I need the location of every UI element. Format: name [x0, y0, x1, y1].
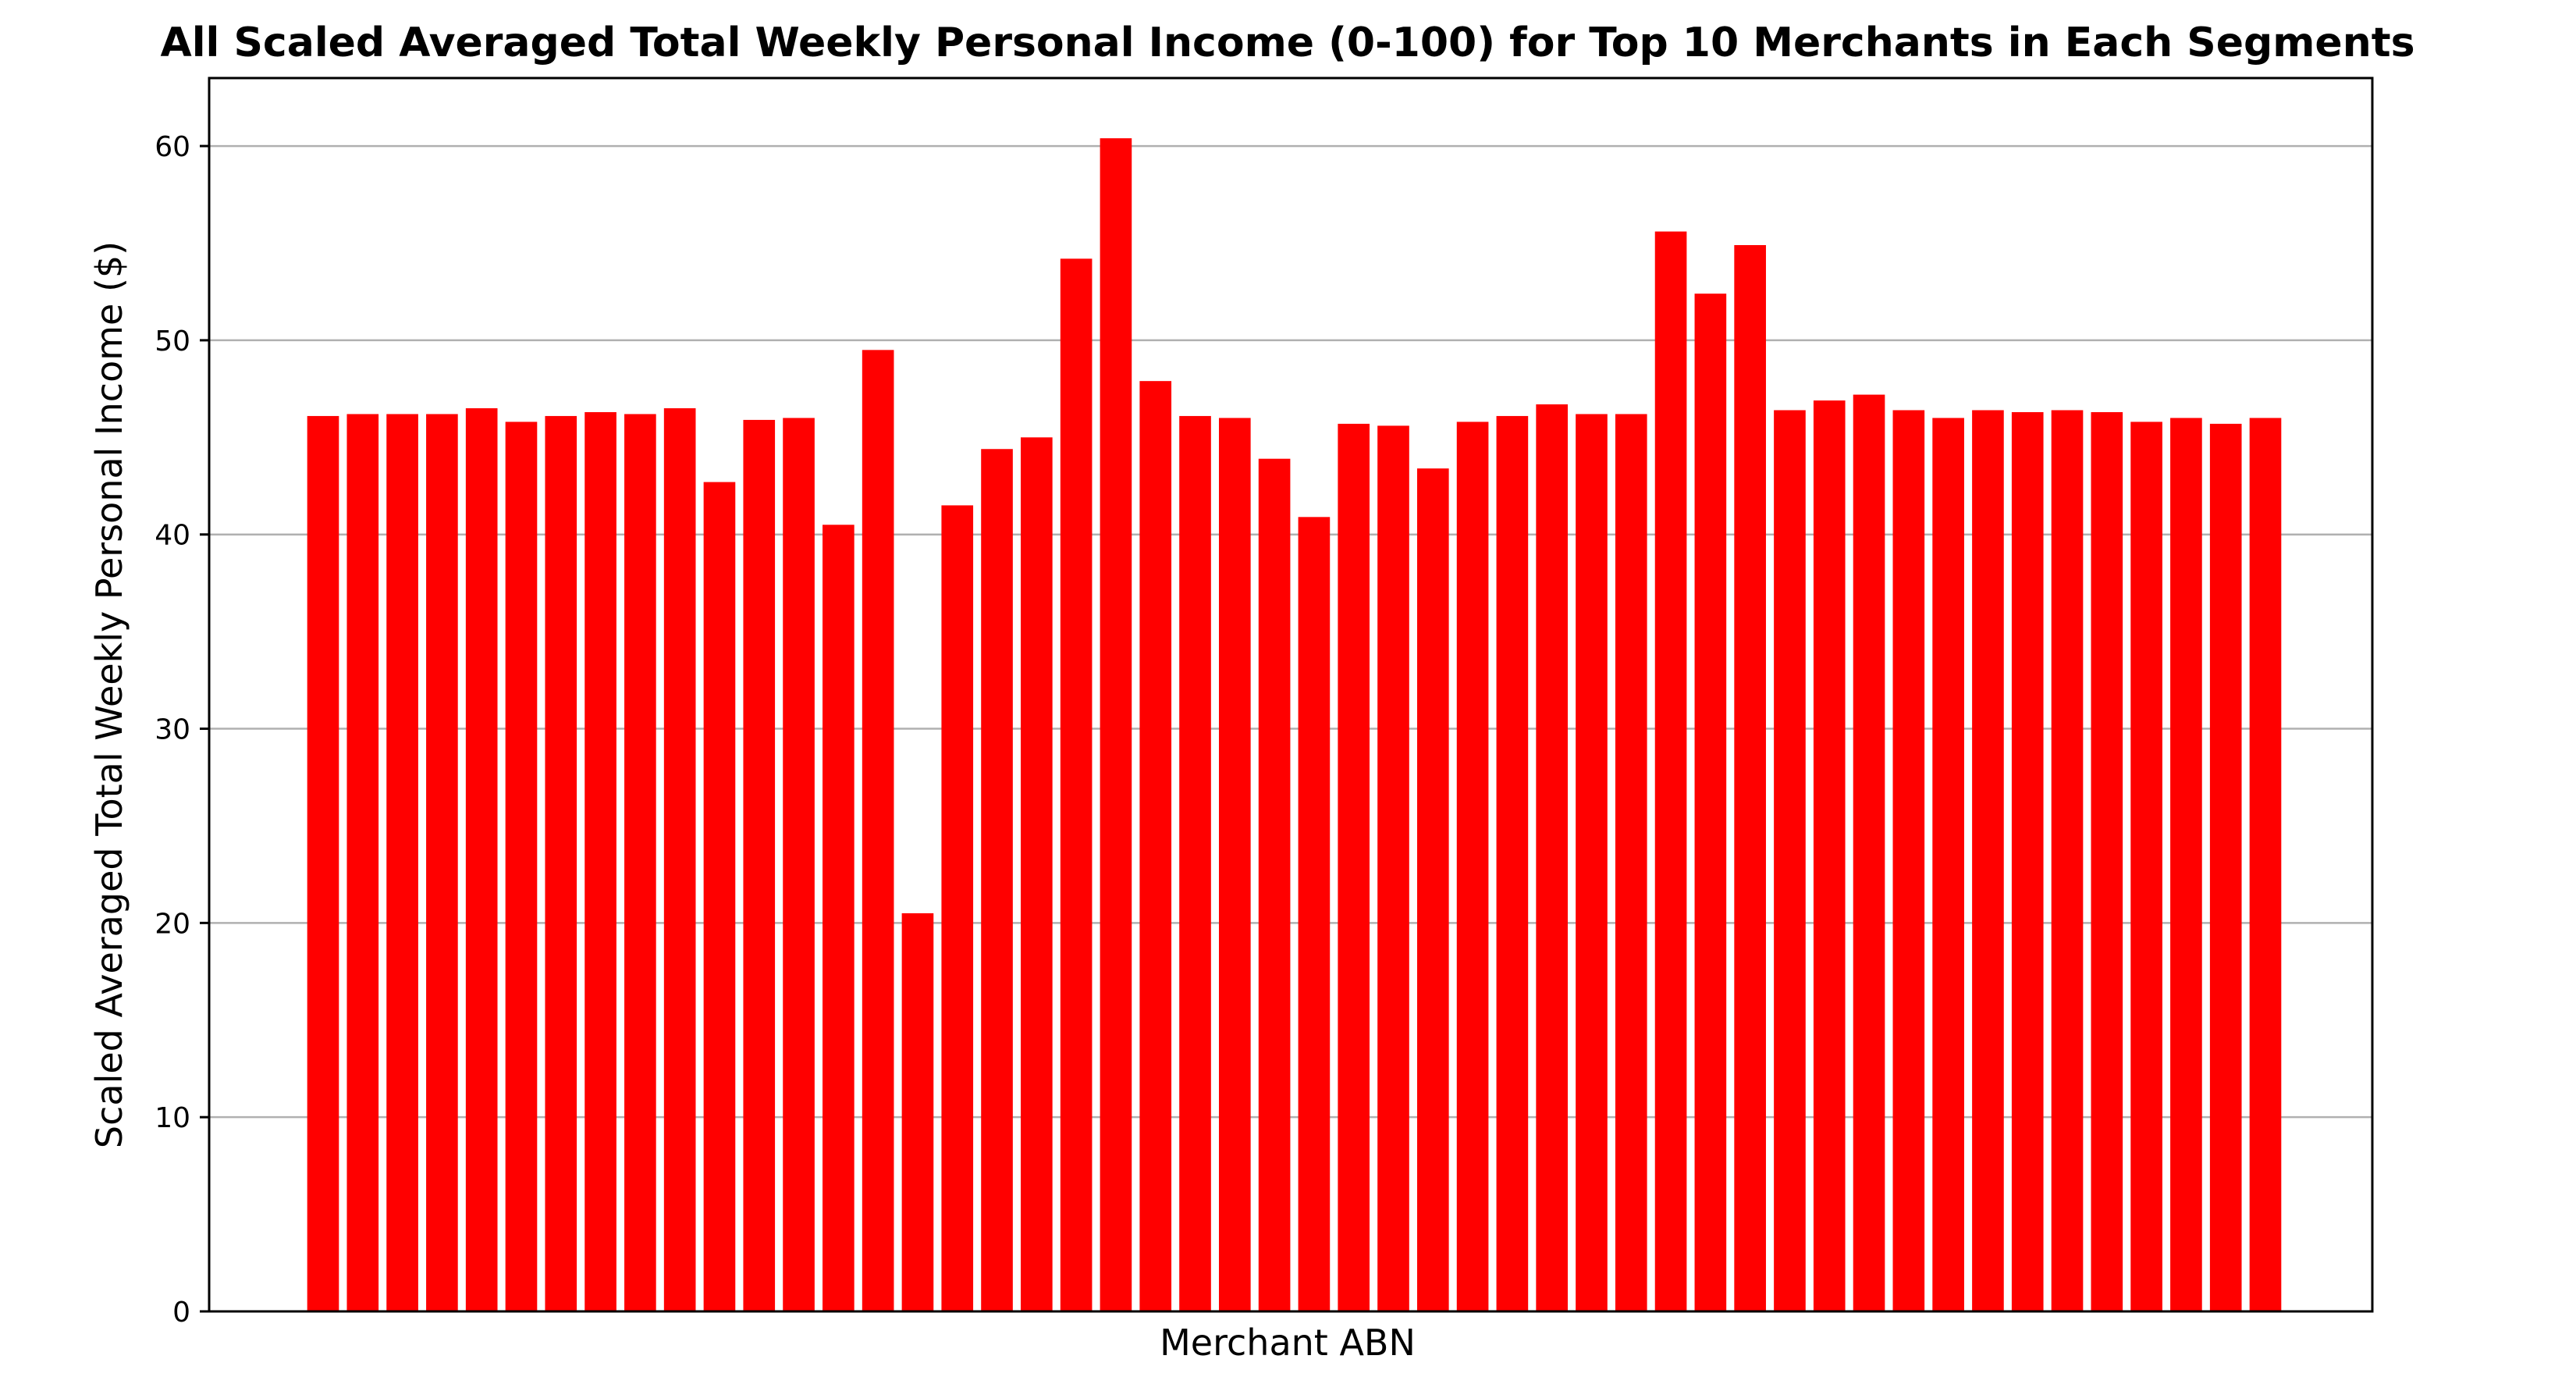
- bar: [941, 505, 974, 1311]
- y-axis-ticks: 0 10 20 30 40 50 60: [155, 131, 209, 1329]
- bar: [624, 414, 656, 1312]
- bar: [1813, 400, 1846, 1311]
- bar: [1416, 468, 1449, 1311]
- bar: [1258, 458, 1291, 1312]
- y-tick-label: 50: [155, 326, 190, 358]
- bar: [901, 913, 934, 1311]
- bars: [307, 138, 2282, 1312]
- bar: [1298, 517, 1331, 1311]
- bar: [1021, 437, 1053, 1311]
- bar: [1218, 418, 1251, 1312]
- bar: [2130, 422, 2162, 1312]
- bar: [426, 414, 458, 1312]
- bar: [862, 350, 894, 1312]
- bar: [1694, 294, 1727, 1312]
- bar: [703, 482, 736, 1311]
- bar: [1060, 258, 1093, 1311]
- bar: [663, 407, 696, 1311]
- y-tick-label: 30: [155, 714, 190, 746]
- bar: [2209, 423, 2242, 1311]
- bar: [1654, 231, 1687, 1311]
- bar: [1576, 414, 1608, 1312]
- bar: [1536, 404, 1568, 1311]
- bar: [2011, 411, 2044, 1311]
- bar: [2091, 411, 2123, 1311]
- bar: [346, 414, 379, 1312]
- bar: [1615, 414, 1647, 1312]
- bar: [386, 414, 418, 1312]
- bar: [1139, 381, 1172, 1311]
- bar: [1774, 410, 1806, 1311]
- y-axis-label: Scaled Averaged Total Weekly Personal In…: [88, 241, 130, 1148]
- bar: [823, 525, 855, 1311]
- bar: [545, 415, 577, 1312]
- chart-title: All Scaled Averaged Total Weekly Persona…: [160, 20, 2414, 66]
- bar: [981, 449, 1013, 1311]
- bar: [1338, 423, 1370, 1311]
- bar: [505, 422, 538, 1312]
- bar: [2249, 418, 2282, 1312]
- bar: [1179, 415, 1211, 1312]
- y-tick-label: 0: [172, 1297, 190, 1329]
- bar: [1456, 422, 1489, 1312]
- bar: [584, 411, 616, 1311]
- bar: [2051, 410, 2084, 1311]
- bar: [307, 415, 339, 1312]
- y-tick-label: 20: [155, 908, 190, 940]
- bar: [1496, 415, 1529, 1312]
- bar: [1892, 410, 1925, 1311]
- bar: [1734, 244, 1766, 1312]
- bar: [1377, 425, 1409, 1311]
- bar: [783, 418, 815, 1312]
- y-tick-label: 60: [155, 131, 190, 163]
- bar: [2170, 418, 2202, 1312]
- bar: [1932, 418, 1964, 1312]
- bar: [465, 407, 498, 1311]
- y-tick-label: 10: [155, 1102, 190, 1134]
- bar: [1100, 138, 1132, 1311]
- plot-area-frame: [208, 76, 2374, 1313]
- x-axis-label: Merchant ABN: [1160, 1322, 1416, 1364]
- bar: [1853, 394, 1885, 1311]
- bar: [1972, 410, 2004, 1311]
- y-tick-label: 40: [155, 520, 190, 552]
- bar: [743, 419, 776, 1312]
